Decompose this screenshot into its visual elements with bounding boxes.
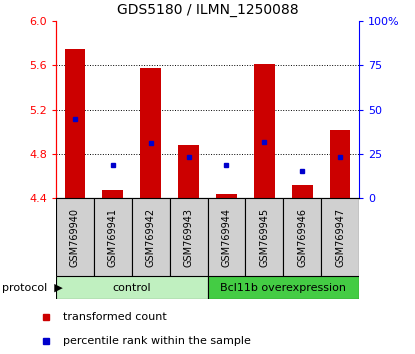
Text: GSM769946: GSM769946 — [297, 208, 307, 267]
Text: GSM769945: GSM769945 — [259, 207, 269, 267]
Text: GSM769943: GSM769943 — [183, 208, 193, 267]
Bar — [56, 198, 94, 276]
Bar — [254, 64, 275, 198]
Text: control: control — [112, 282, 151, 293]
Bar — [56, 276, 208, 299]
Bar — [132, 198, 170, 276]
Bar — [245, 198, 283, 276]
Bar — [330, 130, 350, 198]
Bar — [321, 198, 359, 276]
Bar — [208, 198, 245, 276]
Bar — [140, 68, 161, 198]
Text: GSM769947: GSM769947 — [335, 207, 345, 267]
Bar — [216, 194, 237, 198]
Text: percentile rank within the sample: percentile rank within the sample — [63, 336, 251, 346]
Text: protocol  ▶: protocol ▶ — [2, 282, 63, 293]
Text: GSM769944: GSM769944 — [222, 208, 232, 267]
Bar — [94, 198, 132, 276]
Text: GSM769942: GSM769942 — [146, 207, 156, 267]
Bar — [208, 276, 359, 299]
Bar — [170, 198, 208, 276]
Text: GSM769940: GSM769940 — [70, 208, 80, 267]
Bar — [103, 190, 123, 198]
Text: Bcl11b overexpression: Bcl11b overexpression — [220, 282, 346, 293]
Bar — [292, 185, 312, 198]
Text: GSM769941: GSM769941 — [108, 208, 118, 267]
Bar — [65, 49, 85, 198]
Bar — [178, 145, 199, 198]
Title: GDS5180 / ILMN_1250088: GDS5180 / ILMN_1250088 — [117, 4, 298, 17]
Bar — [283, 198, 321, 276]
Text: transformed count: transformed count — [63, 312, 166, 322]
